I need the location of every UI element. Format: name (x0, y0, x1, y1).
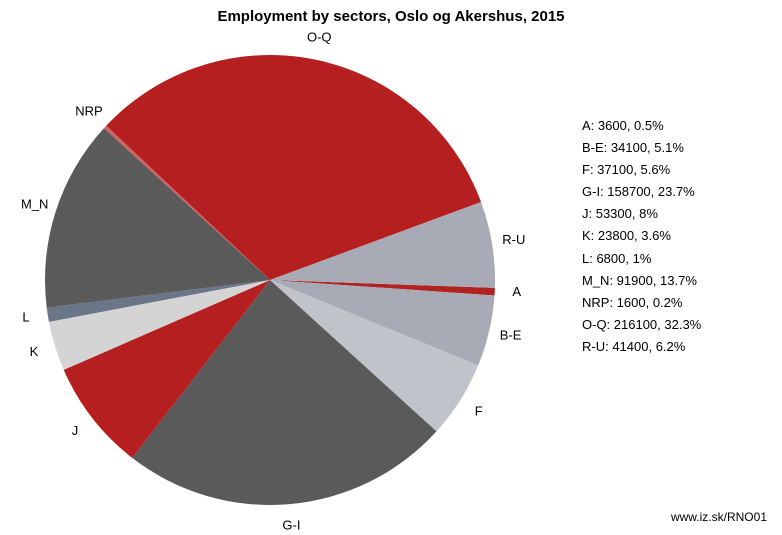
legend-item: R-U: 41400, 6.2% (582, 336, 752, 358)
slice-label-o-q: O-Q (307, 29, 332, 44)
slice-label-j: J (72, 423, 79, 438)
legend-item: M_N: 91900, 13.7% (582, 270, 752, 292)
slice-label-f: F (475, 403, 483, 418)
legend-item: G-I: 158700, 23.7% (582, 181, 752, 203)
slice-label-l: L (22, 310, 29, 325)
slice-label-k: K (30, 344, 39, 359)
slice-label-m-n: M_N (21, 196, 48, 211)
slice-label-b-e: B-E (500, 328, 522, 343)
legend: A: 3600, 0.5%B-E: 34100, 5.1%F: 37100, 5… (582, 115, 752, 358)
slice-label-g-i: G-I (282, 518, 300, 533)
slice-label-r-u: R-U (502, 232, 525, 247)
legend-item: K: 23800, 3.6% (582, 225, 752, 247)
legend-item: O-Q: 216100, 32.3% (582, 314, 752, 336)
chart-title: Employment by sectors, Oslo og Akershus,… (0, 8, 782, 25)
pie-chart: AB-EFG-IJKLM_NNRPO-QR-U (20, 30, 520, 530)
legend-item: NRP: 1600, 0.2% (582, 292, 752, 314)
legend-item: L: 6800, 1% (582, 248, 752, 270)
source-link[interactable]: www.iz.sk/RNO01 (671, 510, 767, 524)
legend-item: A: 3600, 0.5% (582, 115, 752, 137)
slice-label-a: A (512, 284, 521, 299)
legend-item: J: 53300, 8% (582, 203, 752, 225)
slice-label-nrp: NRP (75, 103, 102, 118)
legend-item: F: 37100, 5.6% (582, 159, 752, 181)
legend-item: B-E: 34100, 5.1% (582, 137, 752, 159)
